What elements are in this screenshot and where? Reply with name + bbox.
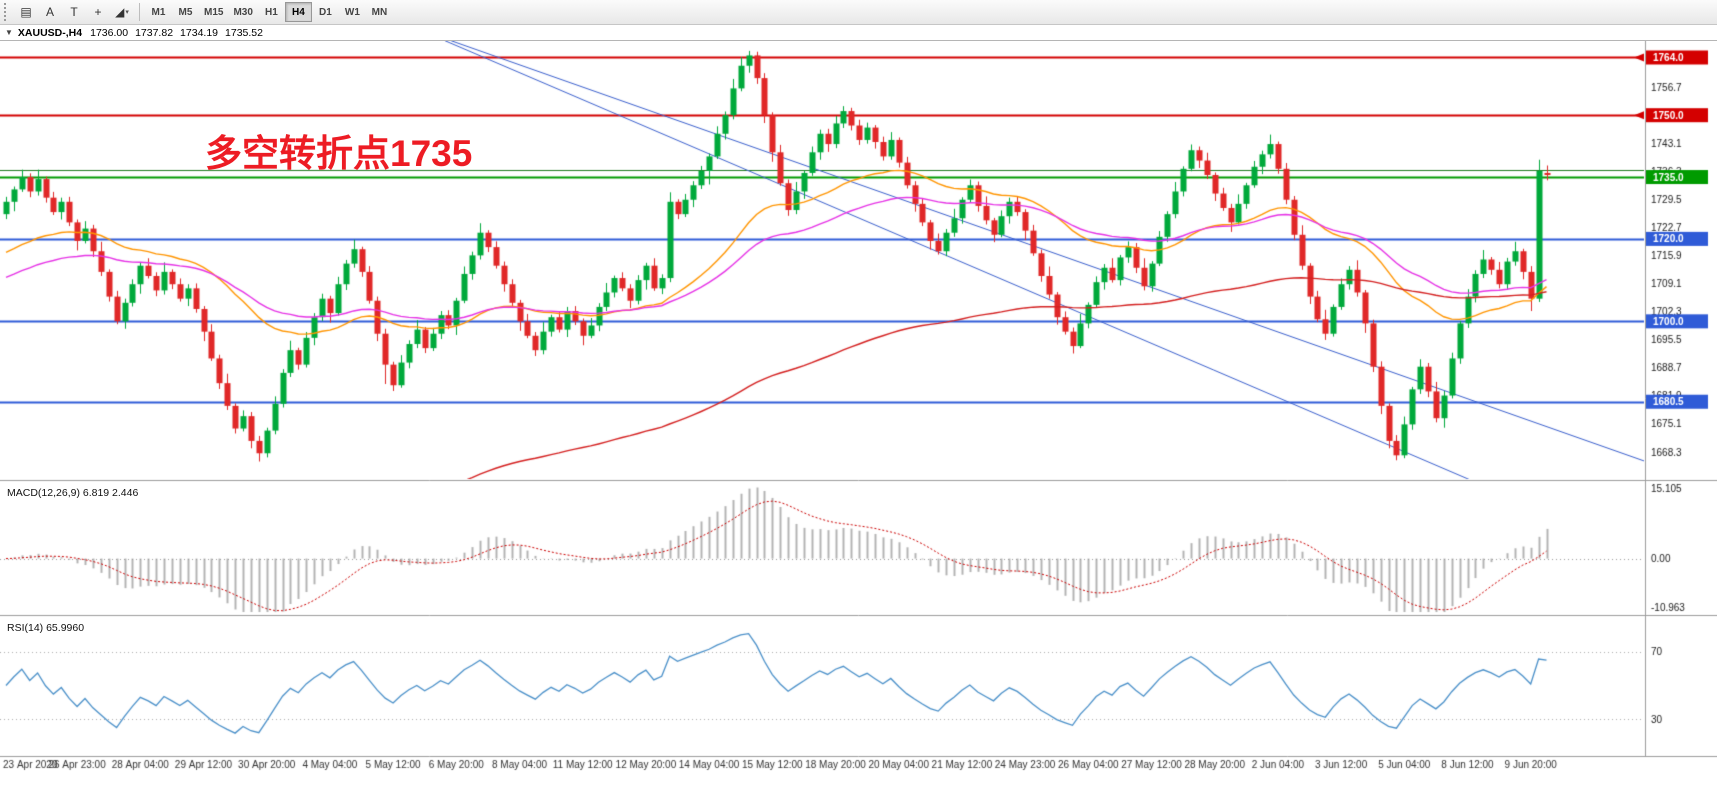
quote-bar: ▼ XAUUSD-,H4 1736.00 1737.82 1734.19 173… — [0, 25, 1717, 41]
timeframe-m30[interactable]: M30 — [228, 2, 257, 22]
toolbar-grip[interactable] — [4, 3, 10, 21]
quote-close: 1735.52 — [225, 26, 263, 39]
timeframe-m5[interactable]: M5 — [172, 2, 199, 22]
crosshair-icon[interactable]: + — [86, 2, 110, 22]
symbol-timeframe-label: XAUUSD-,H4 — [17, 26, 83, 39]
chart-canvas[interactable] — [0, 41, 1717, 793]
cursor-icon[interactable]: A — [38, 2, 62, 22]
timeframe-m1[interactable]: M1 — [145, 2, 172, 22]
quote-open: 1736.00 — [90, 26, 129, 39]
macd-indicator-label: MACD(12,26,9) 6.819 2.446 — [7, 487, 139, 499]
chart-annotation-text: 多空转折点1735 — [205, 133, 473, 174]
one-click-dropdown-icon[interactable]: ▼ — [5, 28, 13, 37]
timeframe-h1[interactable]: H1 — [258, 2, 285, 22]
timeframe-d1[interactable]: D1 — [312, 2, 339, 22]
timeframe-w1[interactable]: W1 — [339, 2, 366, 22]
toolbar: ▤ A T + ◢ ▾ M1 M5 M15 M30 H1 H4 D1 W1 MN — [0, 0, 1717, 25]
charts-list-icon[interactable]: ▤ — [14, 2, 38, 22]
drawing-tools-dropdown[interactable]: ◢ ▾ — [110, 2, 134, 22]
rsi-indicator-label: RSI(14) 65.9960 — [7, 622, 85, 634]
timeframe-h4[interactable]: H4 — [284, 2, 312, 22]
chart-area: 多空转折点1735 MACD(12,26,9) 6.819 2.446 RSI(… — [0, 41, 1717, 793]
toolbar-separator — [139, 3, 140, 21]
text-tool-icon[interactable]: T — [62, 2, 86, 22]
quote-high: 1737.82 — [135, 26, 174, 39]
quote-low: 1734.19 — [180, 26, 219, 39]
drawing-tools-icon: ◢ — [115, 5, 125, 19]
chevron-down-icon: ▾ — [125, 9, 129, 16]
timeframe-m15[interactable]: M15 — [199, 2, 228, 22]
timeframe-mn[interactable]: MN — [366, 2, 393, 22]
